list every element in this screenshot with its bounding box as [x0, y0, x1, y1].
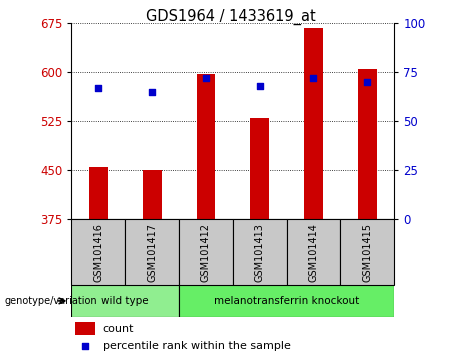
- Point: [310, 75, 317, 81]
- Point: [256, 83, 263, 89]
- Text: percentile rank within the sample: percentile rank within the sample: [103, 341, 290, 351]
- Text: count: count: [103, 324, 134, 333]
- Bar: [250, 118, 269, 219]
- Point: [82, 343, 89, 349]
- Bar: [358, 69, 377, 219]
- Text: GSM101412: GSM101412: [201, 223, 211, 282]
- Text: GSM101417: GSM101417: [147, 223, 157, 282]
- Text: genotype/variation: genotype/variation: [5, 296, 97, 306]
- Bar: [89, 167, 108, 219]
- Bar: [340, 219, 394, 285]
- Text: GSM101416: GSM101416: [93, 223, 103, 282]
- Bar: [304, 28, 323, 219]
- Bar: [125, 219, 179, 285]
- Bar: [233, 219, 287, 285]
- Bar: [179, 285, 394, 317]
- Point: [95, 85, 102, 91]
- Text: melanotransferrin knockout: melanotransferrin knockout: [214, 296, 359, 306]
- Bar: [179, 219, 233, 285]
- Bar: [287, 219, 340, 285]
- Point: [148, 89, 156, 95]
- Bar: [143, 170, 161, 219]
- Point: [202, 75, 210, 81]
- Bar: [71, 219, 125, 285]
- Point: [364, 79, 371, 85]
- Bar: [71, 285, 179, 317]
- Text: GSM101415: GSM101415: [362, 223, 372, 282]
- Bar: [196, 74, 215, 219]
- Text: GSM101414: GSM101414: [308, 223, 319, 282]
- Text: GSM101413: GSM101413: [254, 223, 265, 282]
- Bar: [75, 322, 95, 335]
- Text: GDS1964 / 1433619_at: GDS1964 / 1433619_at: [146, 9, 315, 25]
- Text: wild type: wild type: [101, 296, 149, 306]
